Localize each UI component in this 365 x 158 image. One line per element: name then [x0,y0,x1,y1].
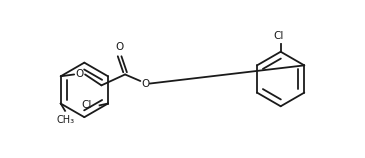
Text: CH₃: CH₃ [56,115,74,125]
Text: Cl: Cl [81,100,92,110]
Text: O: O [141,79,149,88]
Text: Cl: Cl [274,31,284,41]
Text: O: O [76,70,84,79]
Text: O: O [115,42,124,52]
